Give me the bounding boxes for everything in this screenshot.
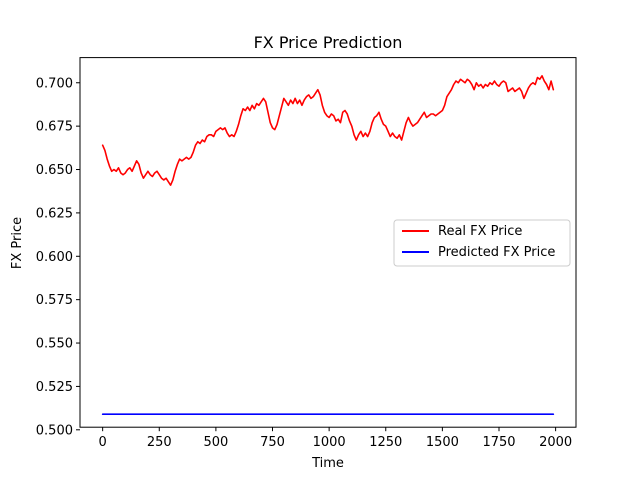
x-tick-label: 1000 xyxy=(313,435,346,450)
y-axis-label: FX Price xyxy=(10,217,25,269)
legend-label-real-fx-price: Real FX Price xyxy=(438,224,522,239)
y-tick-label: 0.500 xyxy=(36,423,73,438)
series-line-real-fx-price xyxy=(101,75,555,186)
x-axis-label: Time xyxy=(311,456,344,471)
y-tick-label: 0.700 xyxy=(36,76,73,91)
y-tick-label: 0.550 xyxy=(36,337,73,352)
chart-title: FX Price Prediction xyxy=(254,33,403,52)
x-tick-label: 500 xyxy=(203,435,228,450)
x-tick-label: 1750 xyxy=(482,435,515,450)
y-tick-label: 0.675 xyxy=(36,120,73,135)
x-tick-label: 250 xyxy=(147,435,172,450)
x-tick-label: 1500 xyxy=(426,435,459,450)
legend-label-predicted-fx-price: Predicted FX Price xyxy=(438,245,555,260)
legend: Real FX Price Predicted FX Price xyxy=(393,219,571,267)
axes-frame xyxy=(79,57,577,428)
x-axis-ticks: 0 250 500 750 1000 1250 1500 1750 2000 xyxy=(99,427,572,450)
y-tick-label: 0.525 xyxy=(36,380,73,395)
y-axis-ticks: 0.500 0.525 0.550 0.575 0.600 0.625 0.650 0.675… xyxy=(36,76,80,438)
x-tick-label: 750 xyxy=(260,435,285,450)
x-tick-label: 0 xyxy=(99,435,107,450)
y-tick-label: 0.600 xyxy=(36,250,73,265)
y-tick-label: 0.575 xyxy=(36,293,73,308)
y-tick-label: 0.650 xyxy=(36,163,73,178)
x-tick-label: 1250 xyxy=(369,435,402,450)
legend-box xyxy=(393,219,571,267)
plot-area xyxy=(101,75,555,415)
x-tick-label: 2000 xyxy=(539,435,572,450)
y-tick-label: 0.625 xyxy=(36,206,73,221)
